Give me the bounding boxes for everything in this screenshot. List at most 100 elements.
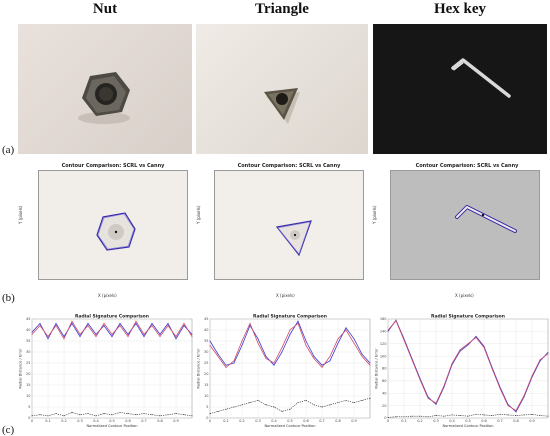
contour-plot-triangle [214,170,364,280]
data-point [127,336,129,338]
data-point [345,327,347,329]
data-point [435,403,437,405]
contour-xlabel-hexkey: X (pixels) [455,293,474,298]
data-point [55,322,57,324]
data-point [127,413,129,415]
chart-ylabel: Radial Distance / Error [19,348,23,389]
data-point [305,340,307,342]
data-point [175,338,177,340]
data-point [103,322,105,324]
data-point [191,336,193,338]
data-point [539,415,541,416]
data-point [103,325,105,327]
data-point [143,336,145,338]
y-tick-label: 0 [28,416,30,420]
x-tick-label: 0.7 [319,419,325,423]
x-tick-label: 0.5 [109,419,115,423]
chart-title: Radial Signature Comparison [75,314,149,320]
data-point [281,410,283,412]
data-point [143,333,145,335]
data-point [159,415,161,417]
chart-ylabel: Radial Distance / Error [197,348,201,389]
data-point [427,397,429,399]
chart-title: Radial Signature Comparison [253,314,327,320]
data-point [209,340,211,342]
data-point [507,405,509,407]
data-point [443,415,445,417]
data-point [491,415,493,416]
data-point [191,415,193,417]
data-point [39,325,41,327]
y-tick-label: 40 [382,391,386,395]
data-point [175,336,177,338]
data-point [31,333,33,335]
y-tick-label: 30 [26,350,30,354]
data-point [297,322,299,324]
x-tick-label: 0.5 [465,419,471,423]
data-point [175,413,177,415]
data-point [531,413,533,415]
data-point [31,331,33,333]
x-tick-label: 0.1 [45,419,51,423]
x-tick-label: 0.5 [287,419,293,423]
data-point [233,360,235,362]
data-point [353,342,355,344]
y-tick-label: 35 [26,339,30,343]
data-point [209,413,211,415]
data-point [515,411,517,413]
y-tick-label: 0 [384,416,386,420]
data-point [71,412,73,413]
data-point [435,402,437,404]
data-point [387,330,389,332]
data-point [297,402,299,404]
data-point [257,399,259,401]
x-tick-label: 0.3 [433,419,439,423]
chart-xlabel: Normalized Contour Position [442,424,493,428]
row-label-b: (b) [2,292,15,304]
y-tick-label: 15 [26,383,30,387]
data-point [47,336,49,338]
data-point [119,412,121,413]
y-tick-label: 15 [204,383,208,387]
x-tick-label: 0.9 [529,419,535,423]
data-point [95,415,97,417]
data-point [63,338,65,340]
x-tick-label: 0.3 [77,419,83,423]
data-point [241,344,243,346]
y-tick-label: 25 [204,361,208,365]
data-point [321,364,323,366]
x-tick-label: 0.2 [61,419,67,423]
data-point [217,353,219,355]
data-point [547,415,549,417]
photo-nut [18,24,192,154]
data-point [313,358,315,360]
data-point [387,416,389,418]
data-point [547,353,549,355]
data-point [273,364,275,366]
data-point [95,336,97,338]
data-point [547,351,549,353]
x-tick-label: 0.6 [481,419,487,423]
data-point [403,416,405,418]
data-point [183,322,185,324]
contour-title-nut: Contour Comparison: SCRL vs Canny [61,163,165,169]
y-tick-label: 80 [382,367,386,371]
y-tick-label: 120 [380,342,387,346]
data-point [135,320,137,322]
data-point [369,364,371,366]
data-point [151,325,153,327]
data-point [217,355,219,357]
data-point [135,322,137,324]
y-tick-label: 100 [380,354,387,358]
data-point [531,375,533,377]
data-point [233,362,235,364]
column-header-nut: Nut [92,1,118,17]
data-point [483,345,485,347]
data-point [167,414,169,416]
data-point [321,366,323,368]
data-point [241,340,243,342]
x-tick-label: 0.3 [255,419,261,423]
contour-ylabel-hexkey: Y (pixels) [372,205,377,224]
data-point [411,415,413,417]
data-point [329,404,331,406]
